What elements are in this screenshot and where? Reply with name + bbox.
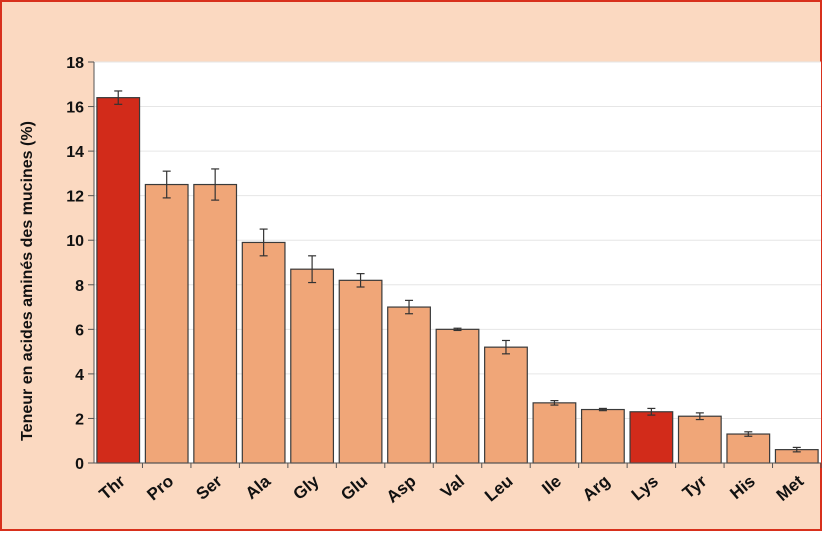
- x-tick-label: Lys: [628, 472, 662, 505]
- x-tick-label: Met: [773, 471, 808, 505]
- y-tick-label: 16: [66, 100, 84, 117]
- bar-asp: [387, 306, 431, 464]
- x-tick-label: Ile: [538, 472, 565, 499]
- y-tick-label: 10: [66, 233, 84, 250]
- y-tick-label: 2: [75, 411, 84, 428]
- bar-his: [726, 433, 771, 464]
- y-tick-labels: 0 2 4 6 8 10 12 14 16 18: [66, 55, 84, 473]
- x-tick-label: Ala: [242, 471, 275, 503]
- bar-leu: [484, 346, 528, 464]
- bar-ala: [241, 241, 286, 464]
- y-tick-label: 4: [75, 367, 84, 384]
- y-tick-label: 18: [66, 55, 84, 72]
- y-tick-label: 14: [66, 144, 84, 161]
- bar-arg: [580, 408, 625, 464]
- y-tick-label: 12: [66, 189, 84, 206]
- y-tick-label: 8: [75, 278, 84, 295]
- bar-ile: [532, 402, 577, 464]
- bar-pro: [144, 183, 189, 464]
- axes: [88, 61, 822, 468]
- bars: [96, 97, 819, 464]
- bar-tyr: [677, 415, 722, 464]
- x-tick-label: Arg: [579, 472, 614, 505]
- x-tick-label: Ser: [193, 471, 227, 503]
- y-axis-title: Teneur en acides aminés des mucines (%): [19, 121, 36, 441]
- bar-thr: [96, 97, 141, 464]
- bar-gly: [290, 268, 335, 464]
- x-tick-label: Leu: [481, 472, 516, 506]
- bar-glu: [338, 279, 383, 464]
- y-tick-label: 6: [75, 322, 84, 339]
- x-tick-label: Tyr: [679, 471, 711, 502]
- bar-ser: [193, 183, 238, 464]
- x-tick-label: Val: [437, 472, 468, 502]
- bar-lys: [629, 411, 674, 464]
- error-bars: [114, 90, 801, 453]
- x-tick-label: Thr: [96, 471, 129, 503]
- x-tick-label: Pro: [143, 472, 177, 505]
- x-tick-label: Glu: [337, 472, 371, 505]
- y-tick-label: 0: [75, 456, 84, 473]
- x-tick-label: Gly: [289, 471, 323, 504]
- x-tick-label: Asp: [383, 472, 420, 507]
- x-tick-labels: Thr Pro Ser Ala Gly Glu Asp Val Leu Ile Arg Lys Tyr H…: [96, 471, 808, 507]
- x-tick-label: His: [726, 472, 758, 504]
- bar-val: [435, 328, 480, 464]
